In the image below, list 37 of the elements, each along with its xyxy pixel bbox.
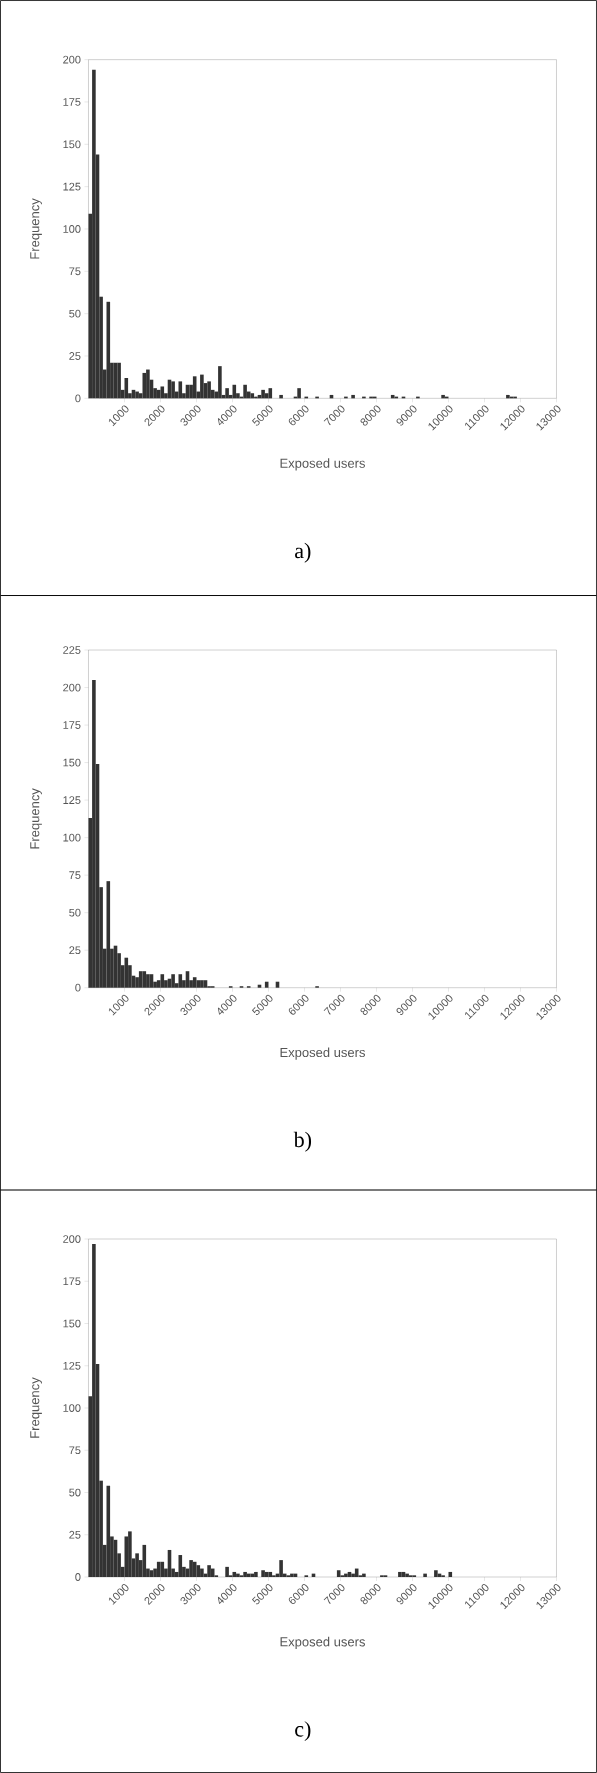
- y-tick-label: 25: [69, 352, 81, 360]
- y-axis-title: Frequency: [30, 198, 42, 259]
- x-axis-title: Exposed users: [280, 1636, 365, 1649]
- y-tick-label: 125: [63, 1361, 81, 1370]
- y-tick-label: 150: [63, 758, 81, 767]
- text: a): [295, 542, 311, 563]
- y-tick-label: 0: [75, 1573, 81, 1581]
- y-tick-label: 75: [69, 1446, 81, 1455]
- y-tick-label: 225: [63, 646, 81, 654]
- y-tick-label: 75: [69, 871, 81, 879]
- y-tick-label: 200: [63, 683, 81, 692]
- y-tick-label: 50: [69, 309, 81, 318]
- y-tick-label: 0: [75, 394, 81, 403]
- y-axis-title: Frequency: [30, 1377, 42, 1438]
- y-tick-label: 125: [63, 182, 81, 191]
- y-tick-label: 75: [69, 267, 81, 276]
- y-tick-label: 150: [63, 140, 81, 149]
- x-axis-title: Exposed users: [280, 458, 365, 471]
- y-tick-label: 200: [63, 55, 81, 64]
- text: c): [295, 1721, 311, 1742]
- y-tick-label: 50: [69, 908, 81, 917]
- y-tick-label: 50: [69, 1488, 81, 1497]
- y-tick-label: 25: [69, 1530, 81, 1539]
- y-tick-label: 100: [63, 225, 81, 233]
- y-tick-label: 125: [63, 796, 81, 804]
- y-tick-label: 175: [63, 721, 81, 729]
- y-tick-label: 25: [69, 946, 81, 955]
- y-axis-title: Frequency: [30, 788, 42, 849]
- y-tick-label: 175: [63, 98, 81, 106]
- y-tick-label: 150: [63, 1319, 81, 1328]
- y-tick-label: 175: [63, 1277, 81, 1286]
- y-tick-label: 100: [63, 1404, 81, 1412]
- text: b): [293, 1131, 312, 1152]
- y-tick-label: 0: [75, 983, 81, 992]
- y-tick-label: 200: [63, 1235, 81, 1243]
- y-tick-label: 100: [63, 833, 81, 842]
- x-axis-title: Exposed users: [280, 1047, 365, 1060]
